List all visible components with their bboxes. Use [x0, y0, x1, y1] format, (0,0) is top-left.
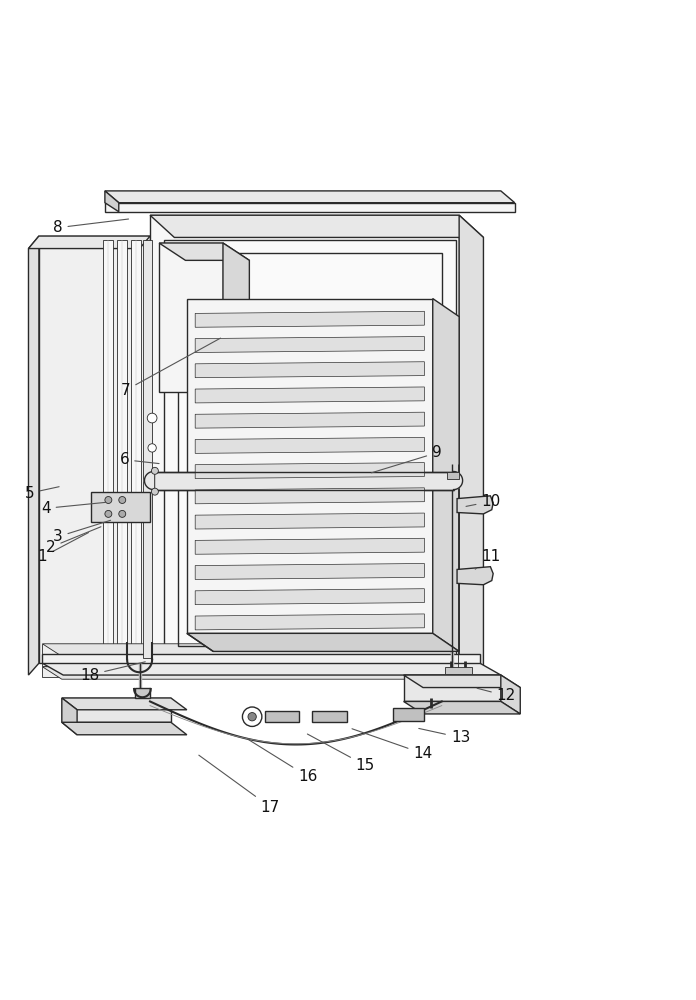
- Text: 8: 8: [53, 219, 129, 235]
- Text: 7: 7: [121, 338, 221, 398]
- Polygon shape: [29, 236, 39, 675]
- Circle shape: [148, 444, 157, 452]
- Text: 18: 18: [80, 662, 145, 683]
- Polygon shape: [404, 701, 521, 714]
- Polygon shape: [105, 191, 515, 203]
- Text: 16: 16: [248, 739, 317, 784]
- Polygon shape: [187, 299, 433, 633]
- Polygon shape: [42, 654, 480, 663]
- Circle shape: [152, 467, 159, 474]
- Polygon shape: [164, 240, 456, 658]
- Text: 10: 10: [466, 494, 500, 509]
- Polygon shape: [457, 496, 493, 514]
- Text: 9: 9: [372, 445, 442, 473]
- Polygon shape: [195, 463, 425, 479]
- Polygon shape: [195, 387, 425, 403]
- Polygon shape: [159, 243, 249, 260]
- Text: 14: 14: [352, 729, 433, 761]
- Polygon shape: [62, 722, 187, 735]
- Polygon shape: [135, 688, 150, 698]
- Polygon shape: [145, 472, 154, 490]
- Text: 13: 13: [419, 728, 470, 745]
- Polygon shape: [39, 236, 150, 663]
- Circle shape: [148, 413, 157, 423]
- Polygon shape: [433, 299, 459, 651]
- Polygon shape: [454, 472, 463, 490]
- Polygon shape: [195, 412, 425, 428]
- Text: 1: 1: [38, 533, 88, 564]
- Polygon shape: [223, 243, 249, 410]
- Polygon shape: [264, 711, 299, 722]
- Polygon shape: [42, 667, 458, 679]
- Polygon shape: [195, 614, 425, 630]
- Polygon shape: [62, 698, 77, 735]
- Polygon shape: [91, 492, 150, 522]
- Text: 2: 2: [46, 527, 101, 555]
- Text: 17: 17: [199, 755, 280, 815]
- Polygon shape: [159, 243, 223, 392]
- Polygon shape: [150, 215, 459, 663]
- Polygon shape: [195, 362, 425, 378]
- Polygon shape: [195, 488, 425, 504]
- Text: 15: 15: [308, 734, 375, 773]
- Polygon shape: [118, 240, 127, 658]
- Polygon shape: [404, 675, 521, 688]
- Polygon shape: [195, 538, 425, 554]
- Polygon shape: [150, 215, 484, 237]
- Polygon shape: [187, 633, 459, 651]
- Polygon shape: [104, 240, 113, 658]
- Polygon shape: [42, 644, 458, 656]
- Circle shape: [119, 510, 126, 517]
- Polygon shape: [143, 240, 152, 658]
- Polygon shape: [42, 663, 501, 675]
- Polygon shape: [42, 644, 438, 654]
- Polygon shape: [447, 472, 459, 479]
- Polygon shape: [105, 191, 119, 212]
- Circle shape: [242, 707, 262, 726]
- Polygon shape: [457, 567, 493, 585]
- Polygon shape: [195, 513, 425, 529]
- Polygon shape: [154, 472, 454, 490]
- Circle shape: [105, 510, 112, 517]
- Text: 3: 3: [53, 520, 111, 544]
- Polygon shape: [404, 675, 501, 701]
- Polygon shape: [42, 656, 438, 666]
- Polygon shape: [62, 698, 171, 722]
- Circle shape: [248, 713, 256, 721]
- Polygon shape: [42, 667, 438, 677]
- Polygon shape: [105, 203, 515, 212]
- Polygon shape: [393, 708, 425, 721]
- Polygon shape: [195, 589, 425, 605]
- Polygon shape: [195, 437, 425, 453]
- Polygon shape: [195, 337, 425, 352]
- Polygon shape: [459, 215, 484, 685]
- Text: 5: 5: [25, 486, 59, 501]
- Polygon shape: [132, 240, 141, 658]
- Text: 11: 11: [475, 549, 500, 569]
- Circle shape: [105, 497, 112, 503]
- Polygon shape: [312, 711, 347, 722]
- Polygon shape: [42, 656, 458, 668]
- Text: 4: 4: [41, 501, 106, 516]
- Text: 12: 12: [477, 688, 516, 703]
- Polygon shape: [501, 675, 521, 714]
- Circle shape: [152, 488, 159, 495]
- Polygon shape: [445, 667, 472, 674]
- Polygon shape: [62, 698, 187, 710]
- Text: 6: 6: [120, 452, 159, 467]
- Polygon shape: [195, 563, 425, 579]
- Polygon shape: [195, 311, 425, 327]
- Polygon shape: [29, 236, 150, 249]
- Circle shape: [119, 497, 126, 503]
